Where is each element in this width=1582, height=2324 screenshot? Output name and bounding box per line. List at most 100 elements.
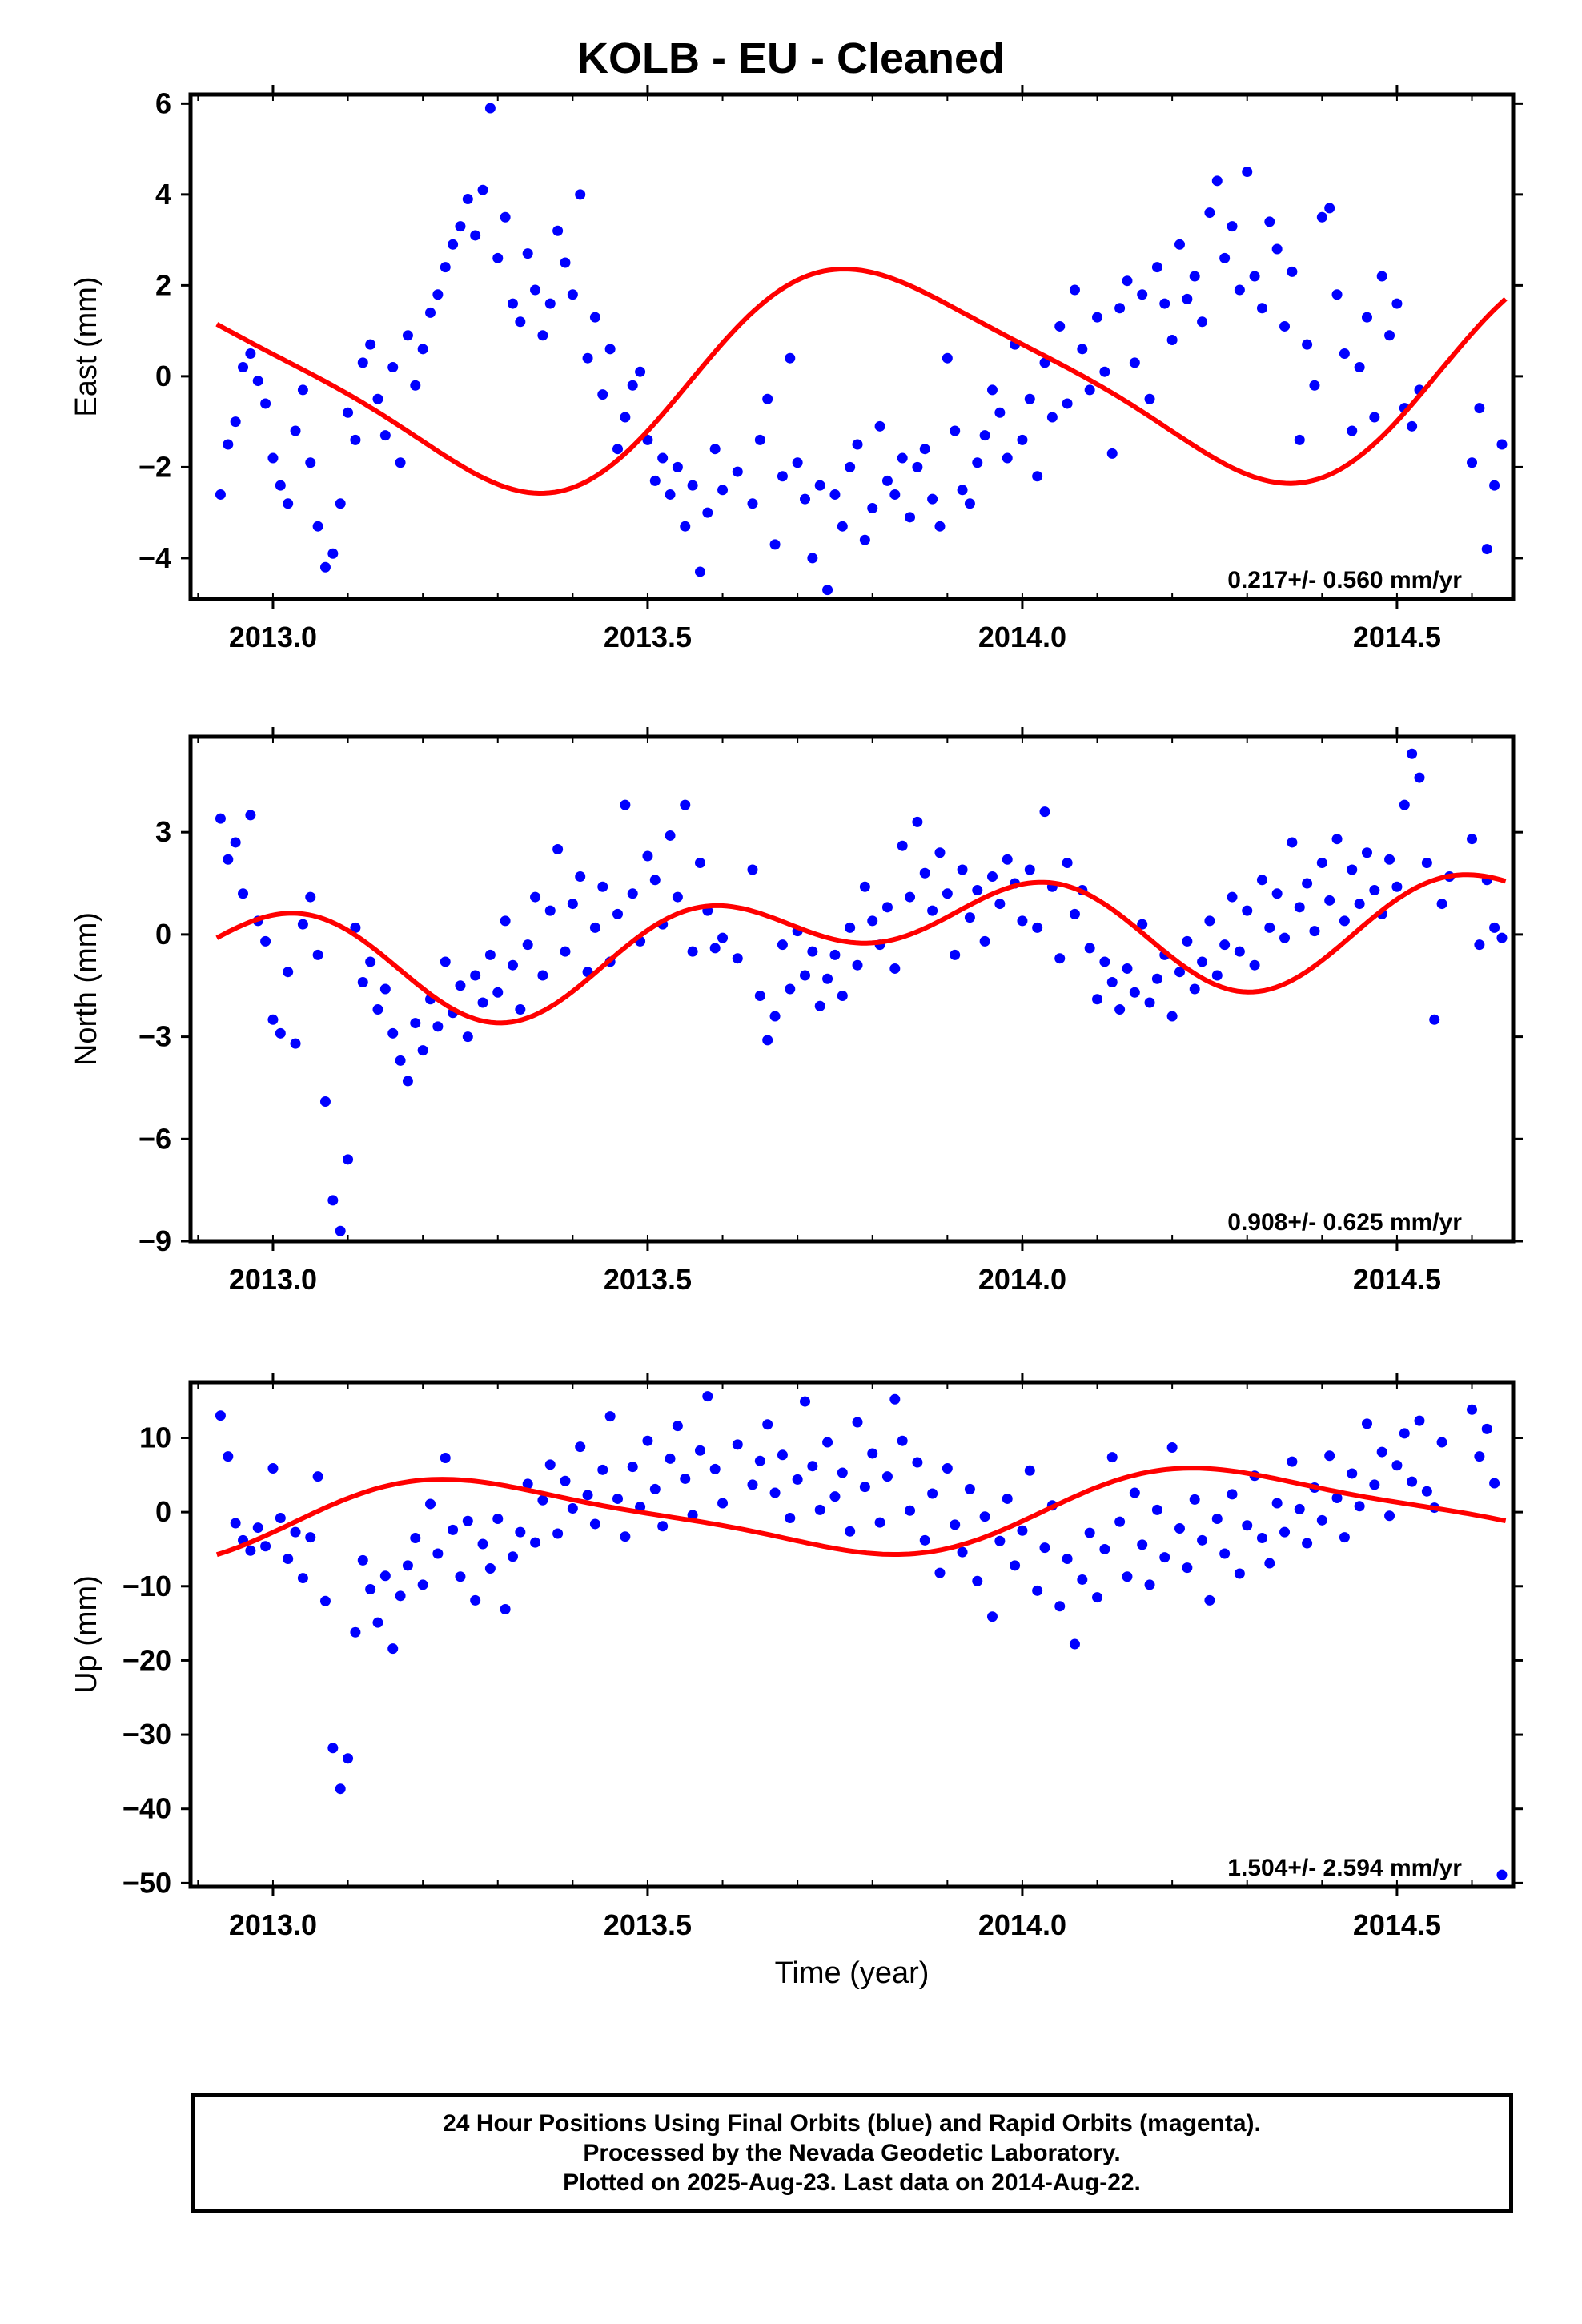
data-point (448, 1524, 459, 1535)
data-point (357, 976, 368, 987)
data-point (829, 489, 841, 500)
data-point (1421, 858, 1432, 868)
data-point (1347, 1468, 1358, 1479)
data-point (567, 289, 578, 300)
data-point (822, 1437, 833, 1448)
data-point (1151, 262, 1162, 273)
data-point (1197, 316, 1208, 328)
data-point (522, 1478, 533, 1490)
data-point (1467, 1404, 1478, 1415)
data-point (934, 847, 946, 858)
y-tick-label: −4 (139, 541, 171, 574)
data-point (717, 1498, 729, 1509)
data-point (635, 366, 646, 377)
data-point (379, 1570, 391, 1582)
data-point (1062, 398, 1073, 409)
data-point (897, 452, 908, 464)
data-point (379, 430, 391, 441)
data-point (1249, 959, 1260, 971)
data-point (1069, 1638, 1080, 1650)
data-point (350, 1626, 361, 1638)
data-point (642, 850, 653, 862)
data-point (455, 1571, 466, 1582)
data-point (560, 1475, 571, 1486)
data-point (874, 1517, 885, 1528)
data-point (1144, 1579, 1155, 1590)
data-point (1302, 339, 1313, 350)
data-point (1204, 915, 1215, 927)
data-point (687, 946, 698, 957)
data-point (1219, 1548, 1231, 1559)
data-point (245, 348, 256, 360)
data-point (1211, 1513, 1223, 1524)
data-point (657, 1521, 669, 1532)
data-point (1122, 1571, 1133, 1582)
data-point (1361, 1418, 1372, 1429)
data-point (1129, 987, 1140, 998)
data-point (305, 457, 316, 468)
data-point (1324, 1450, 1335, 1462)
data-point (852, 1417, 863, 1428)
data-point (620, 412, 631, 423)
data-point (994, 1535, 1006, 1546)
data-point (927, 493, 938, 505)
data-point (1002, 1493, 1013, 1504)
data-point (1144, 997, 1155, 1008)
data-point (1354, 1501, 1365, 1512)
data-point (417, 1045, 428, 1056)
fit-curve (215, 1466, 1507, 1558)
data-point (484, 949, 496, 960)
data-point (440, 956, 451, 967)
data-point (484, 1563, 496, 1574)
data-point (627, 380, 638, 391)
data-point (986, 384, 998, 396)
data-point (372, 1004, 383, 1015)
data-point (897, 840, 908, 851)
data-point (1467, 834, 1478, 845)
data-point (1069, 284, 1080, 296)
data-point (1099, 366, 1110, 377)
data-point (215, 1410, 226, 1421)
data-point (1174, 1523, 1185, 1534)
footer-line-1: 24 Hour Positions Using Final Orbits (bl… (443, 2109, 1261, 2137)
data-point (410, 380, 421, 391)
data-point (387, 1643, 399, 1655)
data-point (1189, 271, 1200, 282)
data-point (1481, 1423, 1492, 1434)
data-point (754, 1455, 765, 1466)
fit-curve (215, 872, 1507, 1026)
data-point (919, 444, 930, 455)
data-point (1279, 1526, 1291, 1538)
data-point (1489, 480, 1500, 491)
data-point (709, 943, 721, 954)
data-points (215, 103, 1508, 596)
data-point (1227, 891, 1238, 903)
data-point (297, 1573, 308, 1584)
data-point (560, 946, 571, 957)
data-point (544, 905, 556, 916)
footer-line-2: Processed by the Nevada Geodetic Laborat… (583, 2139, 1121, 2166)
data-point (365, 1583, 376, 1594)
data-point (604, 344, 616, 355)
data-point (387, 362, 399, 373)
data-point (575, 189, 586, 200)
data-point (1106, 448, 1118, 459)
data-point (642, 434, 653, 445)
data-point (1166, 1011, 1178, 1022)
data-point (829, 1491, 841, 1502)
data-point (1391, 881, 1403, 892)
data-point (582, 352, 593, 364)
data-point (927, 1488, 938, 1499)
data-point (1407, 748, 1418, 759)
data-point (283, 967, 294, 978)
y-tick-label: −9 (139, 1224, 171, 1257)
data-point (1197, 1534, 1208, 1546)
plot-frame (188, 92, 1516, 601)
data-point (492, 1513, 504, 1524)
data-point (680, 799, 691, 810)
data-point (814, 1000, 825, 1011)
data-point (762, 393, 773, 404)
data-point (245, 810, 256, 821)
data-point (1481, 544, 1492, 555)
